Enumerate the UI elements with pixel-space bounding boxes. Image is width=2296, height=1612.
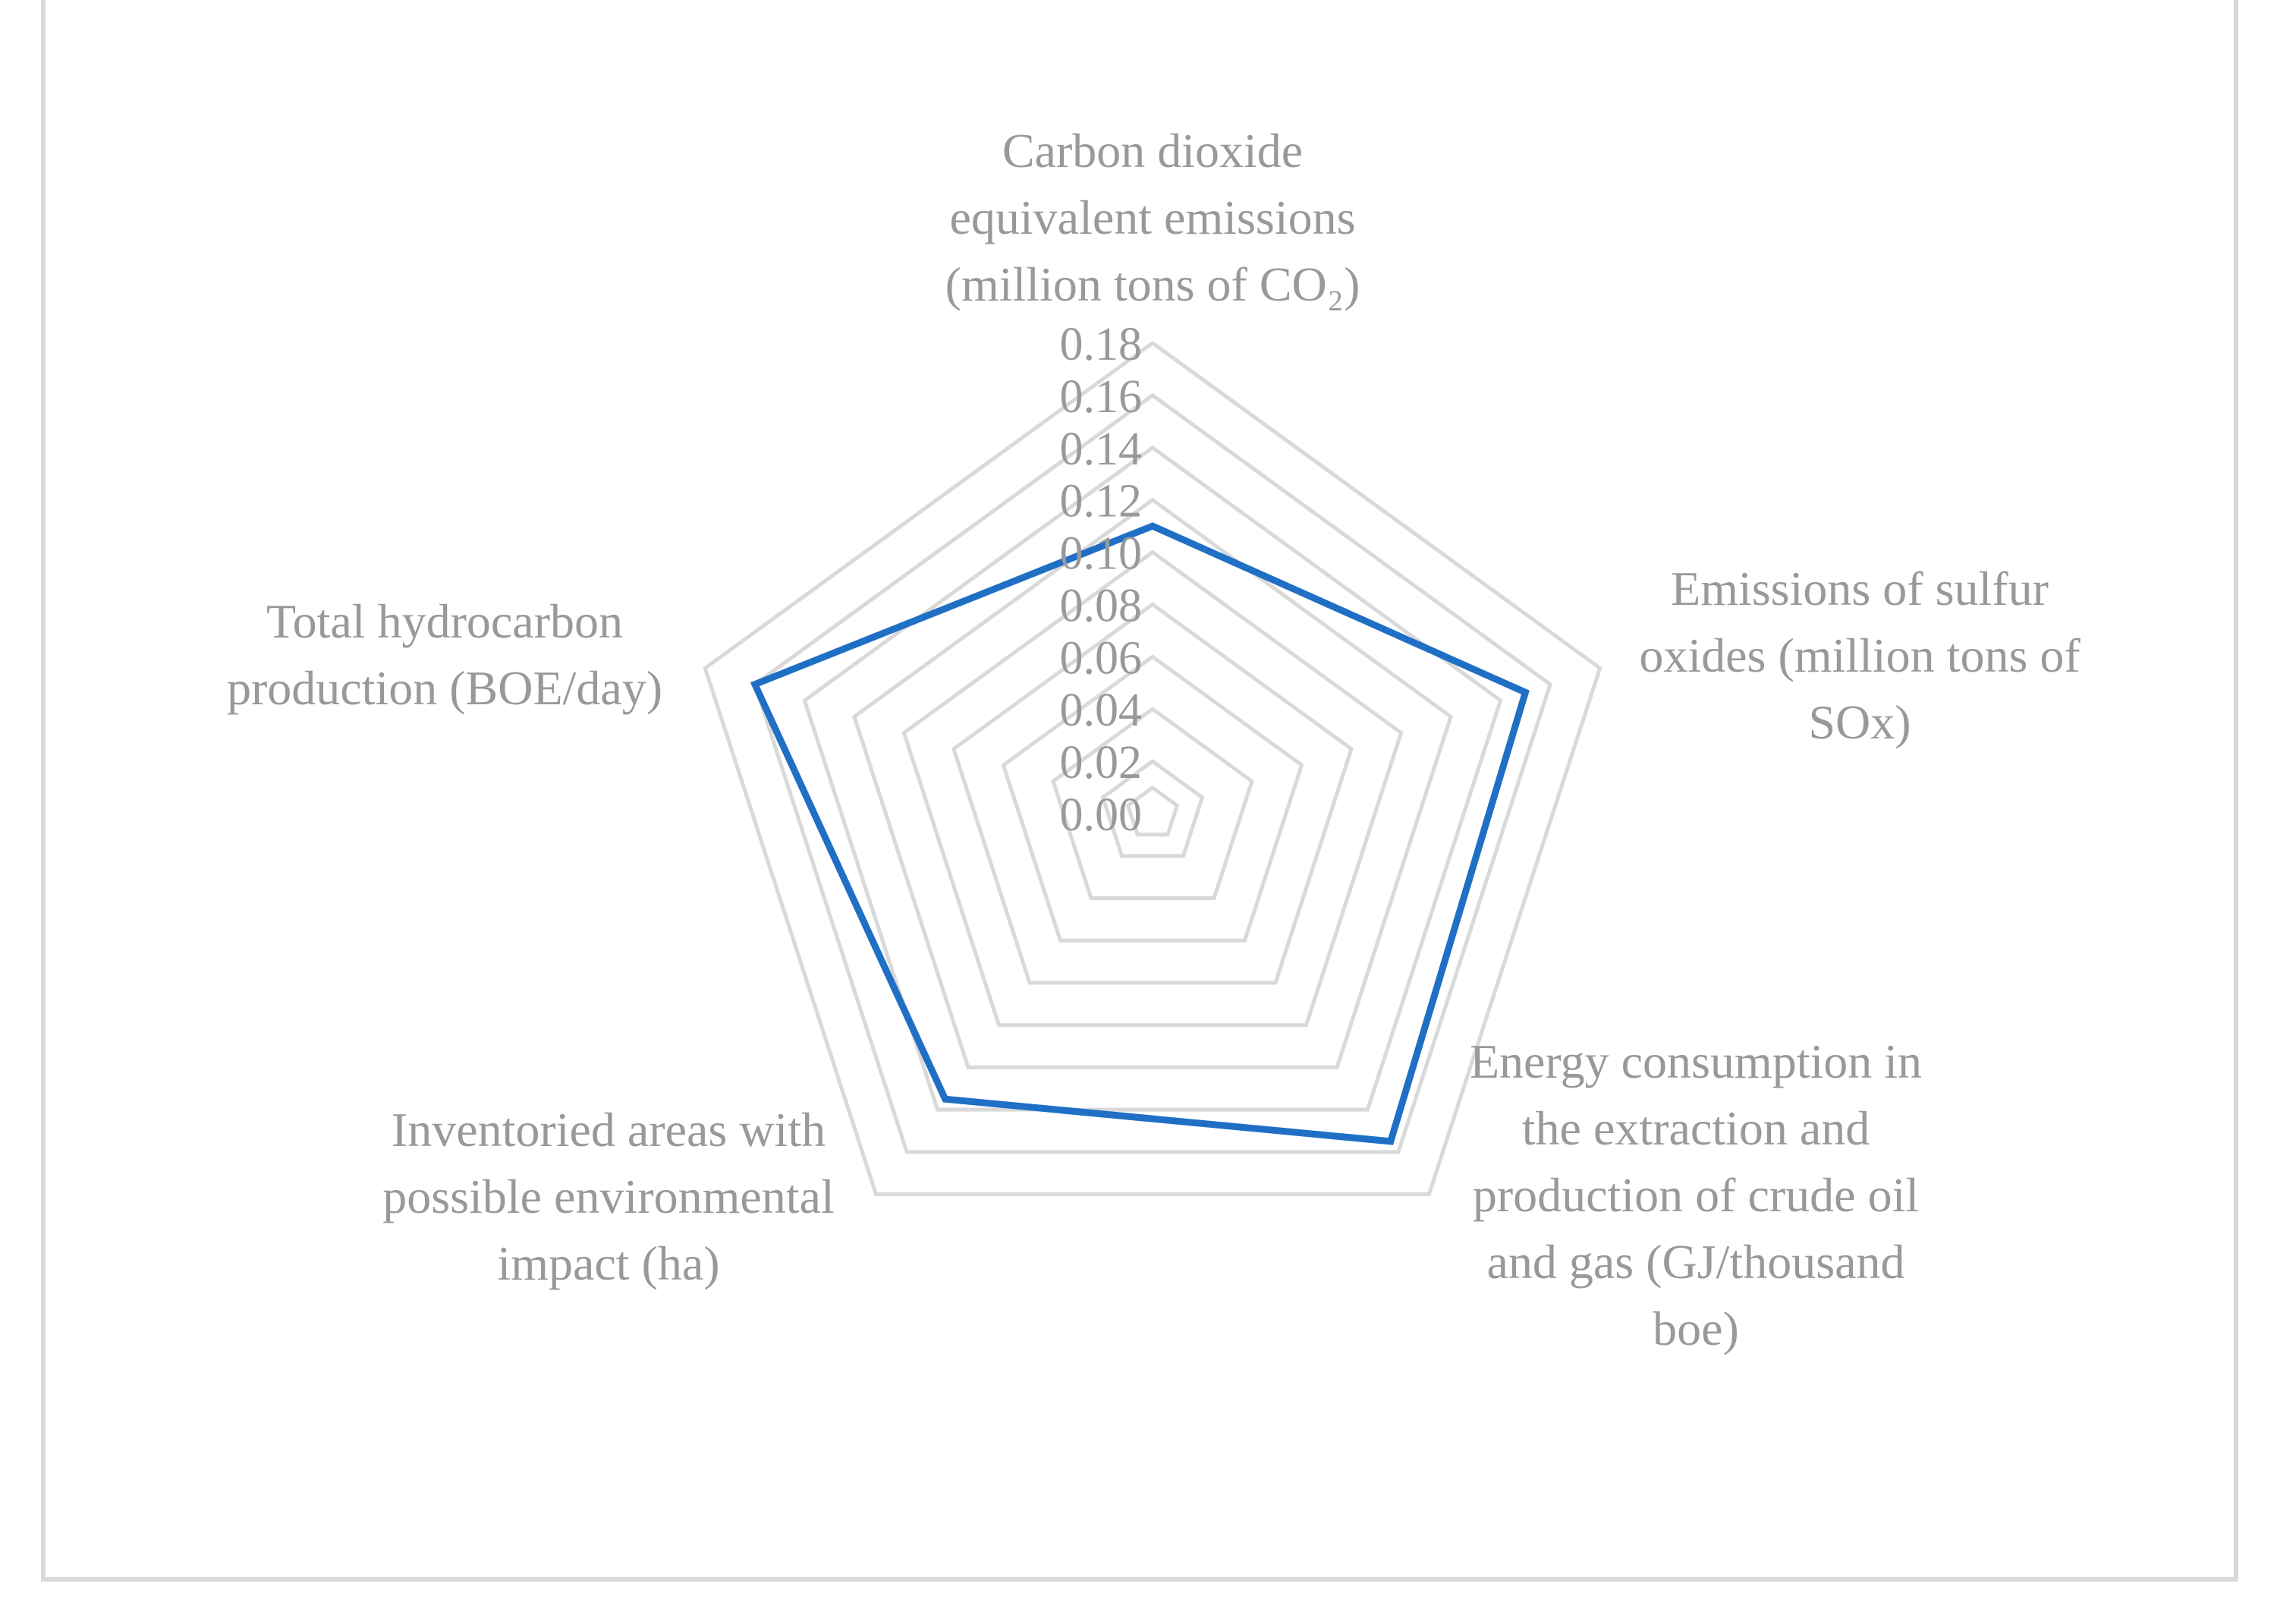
grid-ring	[1125, 785, 1180, 837]
series-line	[750, 522, 1530, 1145]
axis-label-line: the extraction and	[1522, 1101, 1870, 1155]
radar-series	[750, 522, 1530, 1145]
radar-grid	[703, 340, 1602, 1197]
tick-label: 0.04	[1060, 685, 1143, 736]
axis-label-line: production of crude oil	[1473, 1168, 1919, 1222]
grid-ring	[703, 340, 1602, 1197]
tick-label: 0.08	[1060, 580, 1143, 631]
axis-label: Inventoried areas with possible environme…	[382, 1103, 834, 1290]
axis-label-line: impact (ha)	[497, 1236, 719, 1290]
axis-label-line: oxides (million tons of	[1639, 628, 2081, 682]
grid-ring	[851, 497, 1454, 1069]
tick-label: 0.14	[1060, 423, 1143, 475]
axis-label-line: equivalent emissions	[949, 190, 1355, 244]
grid-ring	[1051, 707, 1254, 900]
tick-label: 0.10	[1060, 528, 1143, 580]
tick-label: 0.16	[1060, 371, 1143, 423]
tick-label: 0.06	[1060, 632, 1143, 684]
grid-ring	[1001, 654, 1304, 943]
tick-label: 0.02	[1060, 737, 1143, 789]
grid-ring	[752, 392, 1553, 1154]
axis-label-line: SOx)	[1808, 695, 1911, 749]
grid-ring	[1100, 759, 1205, 858]
grid-ring	[951, 602, 1354, 985]
axis-label-line: Emissions of sulfur	[1671, 562, 2049, 616]
axis-label: Carbon dioxide equivalent emissions (milli…	[945, 124, 1360, 311]
axis-label-line: Energy consumption in	[1470, 1034, 1922, 1088]
axis-label-line: Inventoried areas with	[392, 1103, 826, 1157]
axis-label-line: (million tons of CO₂)	[945, 257, 1360, 311]
axis-label: Total hydrocarbon production (BOE/day)	[227, 594, 662, 715]
axis-label-line: boe)	[1653, 1302, 1739, 1355]
tick-label: 0.00	[1060, 789, 1143, 841]
radial-tick-labels: 0.000.020.040.060.080.100.120.140.160.18	[1060, 319, 1143, 841]
chart-frame	[41, 0, 2238, 1582]
tick-label: 0.12	[1060, 476, 1143, 527]
axis-labels: Carbon dioxide equivalent emissions (milli…	[227, 124, 2081, 1355]
axis-label: Emissions of sulfur oxides (million tons …	[1639, 562, 2081, 749]
axis-label-line: Carbon dioxide	[1002, 124, 1303, 178]
axis-label-line: Total hydrocarbon	[266, 594, 623, 648]
axis-label: Energy consumption in the extraction and p…	[1470, 1034, 1922, 1355]
grid-ring	[802, 445, 1503, 1112]
axis-label-line: possible environmental	[382, 1170, 834, 1223]
axis-label-line: production (BOE/day)	[227, 661, 662, 715]
grid-ring	[901, 549, 1404, 1028]
axis-label-line: and gas (GJ/thousand	[1486, 1235, 1904, 1289]
tick-label: 0.18	[1060, 319, 1143, 370]
